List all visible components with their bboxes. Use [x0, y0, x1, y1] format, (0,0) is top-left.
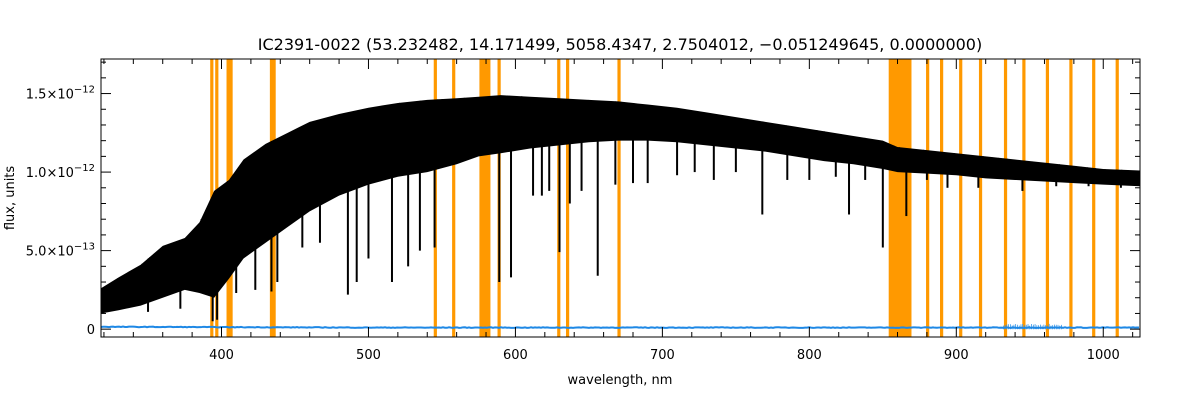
y-tick-label: 0 — [87, 323, 95, 338]
y-axis: 0 5.0×10−13 1.0×10−12 1.5×10−12 — [26, 61, 1140, 338]
error-line — [101, 325, 1140, 329]
chart-title: IC2391-0022 (53.232482, 14.171499, 5058.… — [258, 35, 982, 54]
masked-line — [1092, 59, 1096, 337]
plot-area — [101, 59, 1140, 337]
masked-line — [959, 59, 963, 337]
x-tick-label: 900 — [944, 348, 969, 363]
masked-line — [1045, 59, 1050, 337]
y-axis-title: flux, units — [3, 166, 18, 231]
masked-band — [888, 59, 912, 337]
masked-line — [940, 59, 944, 337]
plot-frame — [100, 58, 1141, 338]
masked-line — [1069, 59, 1073, 337]
masked-line — [1003, 59, 1008, 337]
masked-line — [978, 59, 983, 337]
x-tick-label: 800 — [797, 348, 822, 363]
x-tick-label: 400 — [209, 348, 234, 363]
y-tick-label: 1.5×10−12 — [26, 85, 95, 103]
flux-spectrum — [101, 95, 1140, 322]
masked-band — [479, 59, 491, 337]
x-tick-label: 500 — [356, 348, 381, 363]
x-axis-title: wavelength, nm — [568, 373, 673, 388]
x-tick-label: 600 — [503, 348, 528, 363]
masked-line — [926, 59, 930, 337]
x-axis: 400 500 600 700 800 900 1000 — [103, 59, 1134, 363]
y-tick-label: 1.0×10−12 — [26, 163, 95, 181]
masked-line — [565, 59, 570, 337]
masked-line — [1115, 59, 1119, 337]
error-spectrum — [101, 323, 1140, 330]
masked-wavelength-regions — [210, 59, 1119, 337]
x-tick-label: 1000 — [1087, 348, 1120, 363]
y-tick-label: 5.0×10−13 — [26, 242, 95, 260]
masked-line — [617, 59, 621, 337]
masked-line — [1022, 59, 1026, 337]
x-tick-label: 700 — [650, 348, 675, 363]
masked-line — [452, 59, 456, 337]
